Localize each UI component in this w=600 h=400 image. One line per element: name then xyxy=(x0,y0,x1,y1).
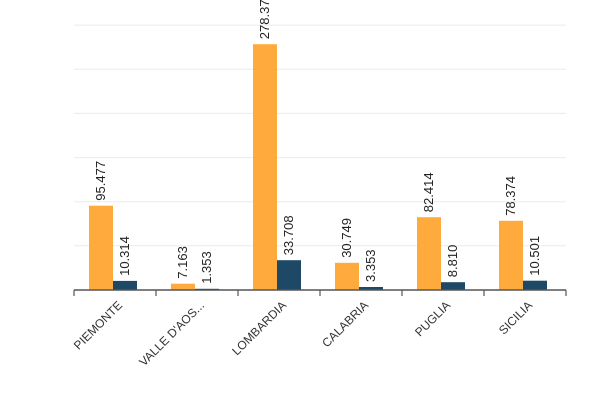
bar xyxy=(441,282,465,290)
value-label: 30.749 xyxy=(339,218,354,258)
category-label: PUGLIA xyxy=(412,298,453,339)
bar xyxy=(523,280,547,290)
x-axis xyxy=(73,289,567,296)
value-label: 8.810 xyxy=(445,245,460,278)
value-label: 10.314 xyxy=(117,236,132,276)
value-label: 3.353 xyxy=(363,249,378,282)
value-label: 278.37 xyxy=(257,0,272,39)
category-label: VALLE D'AOS... xyxy=(136,298,207,369)
category-label: PIEMONTE xyxy=(71,298,125,352)
value-label: 78.374 xyxy=(503,176,518,216)
value-label: 33.708 xyxy=(281,215,296,255)
value-label: 1.353 xyxy=(199,251,214,284)
value-label: 82.414 xyxy=(421,172,436,212)
value-label: 10.501 xyxy=(527,236,542,276)
category-label: CALABRIA xyxy=(319,298,371,350)
bar xyxy=(359,287,383,290)
bar xyxy=(113,280,137,290)
bar xyxy=(253,44,277,291)
bars xyxy=(89,44,547,291)
bar xyxy=(417,217,441,290)
value-labels: 95.477 10.314 7.163 1.353 278.37 33.708 30.749… xyxy=(93,0,542,284)
category-label: SICILIA xyxy=(496,298,535,337)
category-label: LOMBARDIA xyxy=(229,298,289,358)
bar xyxy=(277,260,301,290)
bar xyxy=(89,205,113,290)
category-labels: PIEMONTE VALLE D'AOS... LOMBARDIA CALABRIA P… xyxy=(71,298,535,369)
bar xyxy=(499,220,523,290)
gridlines xyxy=(74,24,566,247)
value-label: 95.477 xyxy=(93,161,108,201)
value-label: 7.163 xyxy=(175,246,190,279)
bar xyxy=(335,262,359,290)
bar xyxy=(171,283,195,290)
